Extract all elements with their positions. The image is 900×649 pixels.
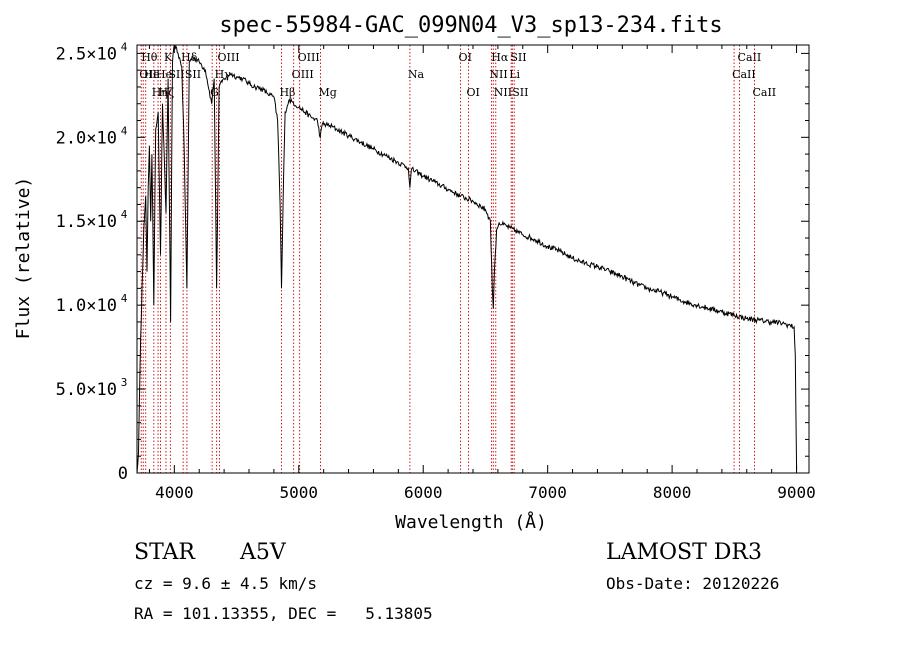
y-tick-exponent: 3 xyxy=(121,376,128,389)
object-class: STAR xyxy=(134,540,195,565)
line-marker-label: NII xyxy=(489,68,507,81)
emission-line-markers: OIIHθHeHηHeHζKSIIHδSIIGHγOIIIHβOIIIOIIIM… xyxy=(139,45,776,473)
line-marker-label: OIII xyxy=(298,51,320,64)
line-marker-label: Hθ xyxy=(141,51,158,64)
plot-frame xyxy=(136,44,810,474)
line-marker-label: OIII xyxy=(218,51,240,64)
x-axis-label: Wavelength (Å) xyxy=(395,511,547,533)
y-tick-exponent: 4 xyxy=(121,40,128,53)
line-marker-label: Hη xyxy=(152,86,168,99)
y-tick-mantissa: 5.0×10 xyxy=(56,380,117,400)
line-marker-label: OIII xyxy=(292,68,314,81)
line-marker-label: K xyxy=(164,51,173,64)
line-marker-label: OI xyxy=(467,86,480,99)
line-marker-label: Hβ xyxy=(279,86,295,99)
y-tick-label: 2.0×10 4 xyxy=(56,124,128,148)
line-marker-label: NII xyxy=(494,86,512,99)
spectral-subclass: A5V xyxy=(240,540,286,565)
line-marker-label: Hγ xyxy=(215,68,232,81)
chart-title: spec-55984-GAC_099N04_V3_sp13-234.fits xyxy=(219,13,722,38)
line-marker-label: Hζ xyxy=(159,86,175,99)
x-tick-label: 4000 xyxy=(155,483,194,502)
y-axis-label: Flux (relative) xyxy=(13,177,34,340)
line-marker-label: CaII xyxy=(752,86,776,99)
y-tick-label: 1.5×10 4 xyxy=(56,208,128,232)
y-tick-exponent: 4 xyxy=(121,208,128,221)
line-marker-label: SII xyxy=(185,68,201,81)
line-marker-label: He xyxy=(144,68,160,81)
x-tick-label: 6000 xyxy=(404,483,443,502)
line-marker-label: Hα xyxy=(491,51,509,64)
y-tick-exponent: 4 xyxy=(121,124,128,137)
spectrum-line xyxy=(136,44,798,474)
line-marker-label: He xyxy=(156,68,172,81)
survey-name: LAMOST DR3 xyxy=(606,540,762,565)
line-marker-label: CaII xyxy=(738,51,762,64)
line-marker-label: Hδ xyxy=(181,51,198,64)
y-tick-label: 5.0×10 3 xyxy=(56,376,128,400)
x-tick-label: 5000 xyxy=(280,483,319,502)
line-marker-label: SII xyxy=(512,86,528,99)
coordinates-text: RA = 101.13355, DEC = 5.13805 xyxy=(134,604,433,623)
y-tick-label: 0 xyxy=(118,464,128,484)
line-marker-label: SII xyxy=(510,51,526,64)
y-tick-mantissa: 2.0×10 xyxy=(56,128,117,148)
line-marker-label: OI xyxy=(459,51,472,64)
y-tick-label: 2.5×10 4 xyxy=(56,40,128,64)
y-tick-mantissa: 2.5×10 xyxy=(56,44,117,64)
x-tick-label: 7000 xyxy=(528,483,567,502)
line-marker-label: Li xyxy=(509,68,520,81)
redshift-text: cz = 9.6 ± 4.5 km/s xyxy=(134,574,318,593)
line-marker-label: Mg xyxy=(319,86,337,99)
y-tick-label: 1.0×10 4 xyxy=(56,292,128,316)
y-tick-mantissa: 1.5×10 xyxy=(56,212,117,232)
y-tick-mantissa: 0 xyxy=(118,464,128,484)
x-tick-label: 9000 xyxy=(777,483,816,502)
y-tick-mantissa: 1.0×10 xyxy=(56,296,117,316)
line-marker-label: CaII xyxy=(732,68,756,81)
obs-date: Obs-Date: 20120226 xyxy=(606,574,780,593)
x-tick-label: 8000 xyxy=(653,483,692,502)
line-marker-label: Na xyxy=(408,68,425,81)
y-tick-exponent: 4 xyxy=(121,292,128,305)
